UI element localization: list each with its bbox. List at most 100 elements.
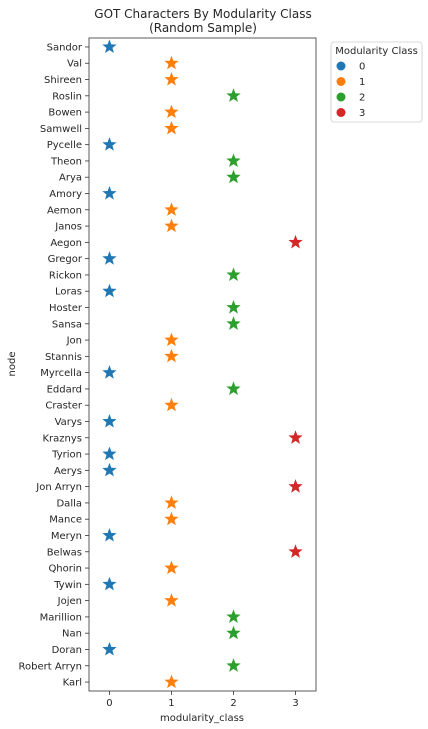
y-tick-label: Jon bbox=[66, 336, 82, 347]
data-point-star bbox=[164, 511, 179, 526]
data-point-star bbox=[226, 88, 241, 102]
y-tick-label: Qhorin bbox=[48, 564, 82, 575]
y-tick-label: Sandor bbox=[47, 42, 83, 53]
y-tick-label: Stannis bbox=[45, 352, 82, 363]
y-tick-label: Nan bbox=[62, 629, 82, 640]
y-tick-label: Sansa bbox=[52, 319, 82, 330]
chart-title: GOT Characters By Modularity Class bbox=[94, 7, 311, 21]
legend-frame bbox=[330, 41, 423, 123]
y-tick-label: Rickon bbox=[49, 270, 82, 281]
data-point-star bbox=[102, 414, 117, 428]
y-tick-label: Janos bbox=[54, 222, 82, 233]
y-tick-label: Samwell bbox=[40, 124, 82, 135]
x-axis-label: modularity_class bbox=[160, 713, 244, 724]
x-tick-label: 2 bbox=[230, 698, 236, 709]
data-point-star bbox=[102, 527, 117, 542]
y-tick-label: Theon bbox=[50, 156, 82, 167]
data-point-star bbox=[164, 104, 179, 119]
chart-subtitle: (Random Sample) bbox=[149, 21, 257, 35]
data-point-star bbox=[226, 169, 241, 184]
y-tick-label: Roslin bbox=[52, 91, 82, 102]
y-axis: Sandor Val Shireen Roslin Bowen Samwell Pycell… bbox=[19, 42, 89, 689]
legend-marker bbox=[336, 92, 346, 102]
y-tick-label: Craster bbox=[45, 401, 83, 412]
x-tick-label: 3 bbox=[292, 698, 298, 709]
y-tick-label: Doran bbox=[52, 645, 82, 656]
y-tick-label: Hoster bbox=[49, 303, 83, 314]
y-tick-label: Varys bbox=[55, 417, 82, 428]
y-tick-label: Pycelle bbox=[47, 140, 82, 151]
x-tick-label: 0 bbox=[106, 698, 112, 709]
data-point-star bbox=[164, 72, 179, 86]
data-point-star bbox=[102, 186, 117, 200]
data-point-star bbox=[288, 544, 303, 558]
data-point-star bbox=[164, 495, 179, 509]
y-tick-label: Mance bbox=[49, 515, 82, 526]
data-point-star bbox=[164, 218, 179, 233]
y-tick-label: Karl bbox=[63, 678, 82, 689]
y-tick-label: Eddard bbox=[47, 384, 82, 395]
data-point-star bbox=[164, 397, 179, 412]
plot-area-frame bbox=[88, 37, 317, 692]
legend-label: 2 bbox=[359, 93, 365, 104]
y-tick-label: Jon Arryn bbox=[35, 482, 82, 493]
y-tick-label: Dalla bbox=[56, 498, 82, 509]
legend-label: 3 bbox=[359, 108, 365, 119]
legend-entries: 0 1 2 3 bbox=[336, 61, 365, 119]
y-tick-label: Tyrion bbox=[51, 450, 82, 461]
data-point-star bbox=[226, 153, 241, 168]
data-point-star bbox=[226, 267, 241, 281]
data-point-star bbox=[288, 430, 303, 444]
y-tick-label: Amory bbox=[49, 189, 82, 200]
data-point-star bbox=[102, 283, 117, 298]
legend-marker bbox=[336, 108, 346, 117]
y-tick-label: Arya bbox=[59, 173, 82, 184]
data-point-star bbox=[102, 462, 117, 477]
data-point-star bbox=[102, 251, 117, 265]
data-point-star bbox=[164, 348, 179, 363]
y-tick-label: Tywin bbox=[53, 580, 82, 591]
data-point-star bbox=[164, 560, 179, 575]
y-tick-label: Aegon bbox=[50, 238, 82, 249]
data-point-star bbox=[226, 316, 241, 330]
x-axis: 0 1 2 3 bbox=[106, 691, 299, 709]
data-point-star bbox=[226, 658, 241, 672]
data-point-star bbox=[102, 39, 117, 54]
data-point-star bbox=[164, 202, 179, 216]
y-tick-label: Meryn bbox=[51, 531, 82, 542]
data-point-star bbox=[226, 300, 241, 314]
y-tick-label: Jojen bbox=[57, 596, 82, 607]
legend-label: 1 bbox=[359, 77, 365, 88]
legend: Modularity Class 0 1 2 3 bbox=[330, 41, 423, 123]
data-point-star bbox=[102, 446, 117, 461]
data-point-star bbox=[164, 674, 179, 689]
y-tick-label: Belwas bbox=[47, 547, 82, 558]
data-point-star bbox=[102, 576, 117, 591]
legend-marker bbox=[336, 61, 346, 71]
y-tick-label: Val bbox=[67, 59, 82, 70]
data-point-star bbox=[102, 641, 117, 656]
data-point-star bbox=[164, 332, 179, 347]
data-point-star bbox=[288, 479, 303, 493]
y-tick-label: Myrcella bbox=[40, 368, 82, 379]
data-point-star bbox=[226, 625, 241, 640]
x-tick-label: 1 bbox=[168, 698, 174, 709]
legend-marker bbox=[336, 77, 346, 86]
data-point-star bbox=[226, 609, 241, 623]
data-point-star bbox=[164, 55, 179, 70]
y-tick-label: Loras bbox=[55, 287, 82, 298]
series-points bbox=[102, 39, 303, 689]
data-point-star bbox=[164, 593, 179, 607]
y-tick-label: Robert Arryn bbox=[19, 661, 82, 672]
y-tick-label: Aerys bbox=[54, 466, 82, 477]
data-point-star bbox=[164, 120, 179, 135]
data-point-star bbox=[226, 381, 241, 395]
y-tick-label: Shireen bbox=[44, 75, 82, 86]
y-tick-label: Gregor bbox=[48, 254, 83, 265]
y-axis-label: node bbox=[7, 352, 18, 377]
y-tick-label: Bowen bbox=[48, 108, 82, 119]
legend-label: 0 bbox=[359, 62, 365, 73]
y-tick-label: Aemon bbox=[47, 205, 82, 216]
data-point-star bbox=[102, 365, 117, 379]
